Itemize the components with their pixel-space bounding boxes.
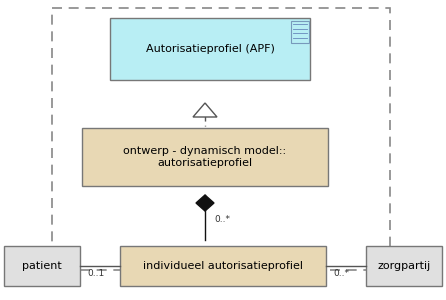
Text: patient: patient bbox=[22, 261, 62, 271]
Text: 0..*: 0..* bbox=[214, 215, 230, 224]
Text: 0..*: 0..* bbox=[333, 269, 349, 278]
Text: zorgpartij: zorgpartij bbox=[377, 261, 431, 271]
Text: individueel autorisatieprofiel: individueel autorisatieprofiel bbox=[143, 261, 303, 271]
Text: 0..1: 0..1 bbox=[88, 269, 105, 278]
Polygon shape bbox=[196, 195, 214, 211]
Bar bbox=[110, 18, 310, 80]
Bar bbox=[291, 21, 309, 43]
Polygon shape bbox=[193, 103, 217, 117]
Bar bbox=[4, 246, 80, 286]
Text: ontwerp - dynamisch model::
autorisatieprofiel: ontwerp - dynamisch model:: autorisatiep… bbox=[124, 146, 287, 168]
Text: Autorisatieprofiel (APF): Autorisatieprofiel (APF) bbox=[145, 44, 274, 54]
Bar bbox=[366, 246, 442, 286]
Bar bbox=[82, 128, 328, 186]
Bar bbox=[120, 246, 326, 286]
Bar bbox=[52, 8, 390, 270]
